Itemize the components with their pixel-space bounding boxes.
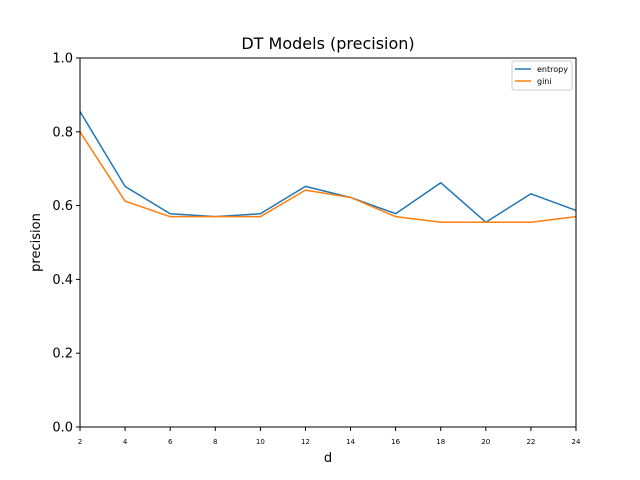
legend: entropy gini — [511, 60, 573, 91]
x-tick-label: 18 — [436, 438, 445, 446]
x-tick-label: 16 — [391, 438, 400, 446]
y-tick-label: 1.0 — [52, 52, 73, 67]
x-tick-label: 14 — [346, 438, 355, 446]
y-tick-label: 0.8 — [52, 125, 73, 140]
x-tick-label: 10 — [256, 438, 265, 446]
x-axis-label: d — [324, 451, 332, 466]
x-tick-label: 4 — [123, 438, 128, 446]
y-tick-label: 0.2 — [52, 347, 73, 362]
series-line-entropy — [79, 111, 577, 223]
y-tick-label: 0.0 — [52, 421, 73, 436]
y-tick-label: 0.6 — [52, 199, 73, 214]
legend-label-entropy: entropy — [537, 65, 568, 74]
y-tick-label: 0.4 — [52, 273, 73, 288]
x-axis: 2 4 6 8 10 12 14 16 18 20 22 24 — [78, 427, 581, 446]
x-tick-label: 20 — [481, 438, 490, 446]
y-axis: 0.0 0.2 0.4 0.6 0.8 1.0 — [52, 52, 80, 436]
y-axis-label: precision — [29, 213, 44, 272]
legend-label-gini: gini — [537, 77, 552, 86]
x-tick-label: 12 — [301, 438, 310, 446]
plot-lines — [79, 111, 577, 223]
series-line-gini — [79, 131, 577, 223]
plot-frame — [79, 57, 577, 428]
x-tick-label: 8 — [213, 438, 217, 446]
chart-title: DT Models (precision) — [241, 34, 414, 53]
x-tick-label: 24 — [572, 438, 581, 446]
x-tick-label: 6 — [168, 438, 173, 446]
x-tick-label: 2 — [78, 438, 82, 446]
x-tick-label: 22 — [526, 438, 535, 446]
